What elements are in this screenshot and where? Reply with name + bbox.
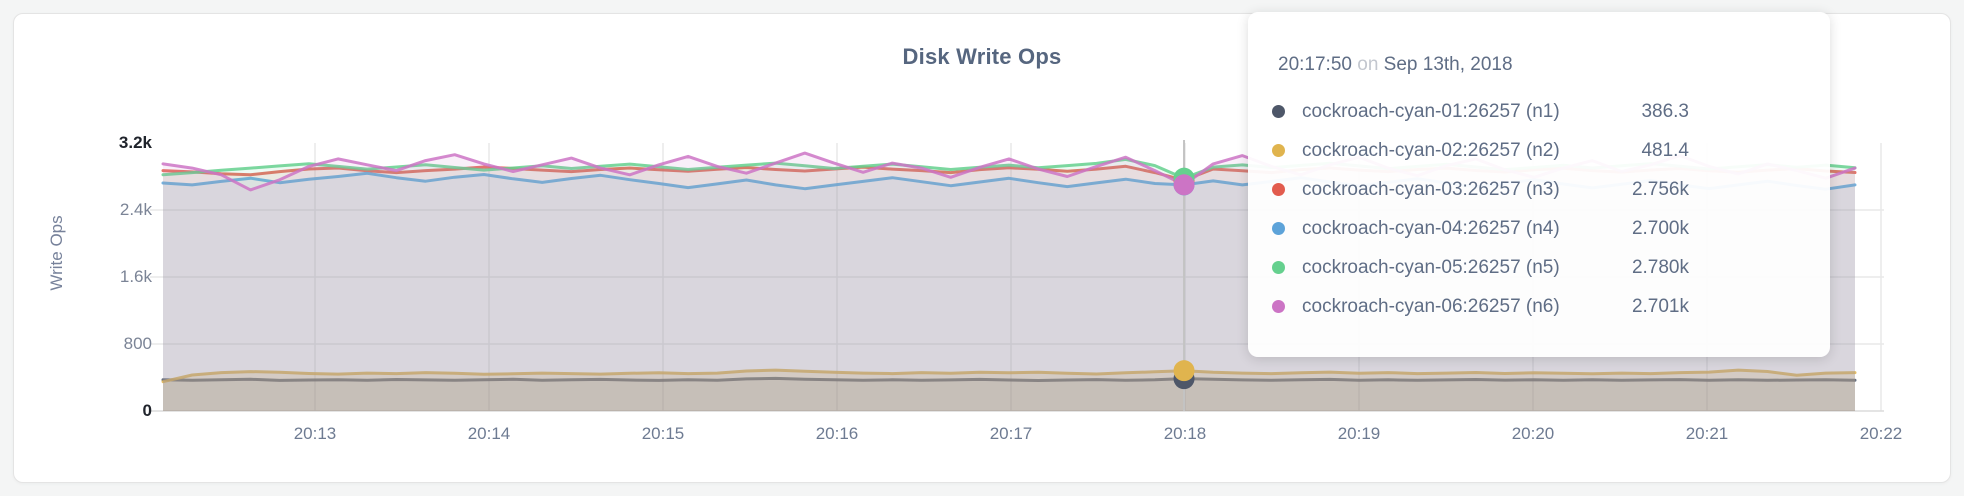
y-tick-label: 800	[123, 334, 152, 353]
y-tick-label: 1.6k	[119, 267, 152, 286]
tooltip-rows: cockroach-cyan-01:26257 (n1) 386.3 cockroa…	[1248, 92, 1830, 326]
series-color-dot	[1272, 261, 1285, 274]
tooltip-row: cockroach-cyan-04:26257 (n4) 2.700k	[1248, 209, 1830, 248]
x-tick-label: 20:14	[467, 424, 511, 443]
tooltip-series-value: 2.701k	[1631, 295, 1689, 317]
tooltip-series-name: cockroach-cyan-04:26257 (n4)	[1302, 217, 1560, 239]
series-color-dot	[1272, 222, 1285, 235]
series-line-n2	[161, 368, 1857, 384]
x-tick-label: 20:16	[815, 424, 859, 443]
x-tick-label: 20:18	[1163, 424, 1207, 443]
series-color-dot	[1272, 183, 1285, 196]
tooltip-series-value: 386.3	[1641, 100, 1689, 122]
tooltip-series-name: cockroach-cyan-03:26257 (n3)	[1302, 178, 1560, 200]
x-tick-label: 20:19	[1337, 424, 1381, 443]
x-tick-label: 20:17	[989, 424, 1033, 443]
series-line-n1	[161, 376, 1857, 382]
tooltip-row: cockroach-cyan-05:26257 (n5) 2.780k	[1248, 248, 1830, 287]
tooltip-series-value: 2.756k	[1631, 178, 1689, 200]
x-tick-label: 20:13	[293, 424, 337, 443]
y-tick-label: 2.4k	[119, 200, 152, 219]
series-area-n2	[163, 370, 1855, 411]
hover-dot-n2	[1173, 360, 1195, 382]
tooltip-row: cockroach-cyan-03:26257 (n3) 2.756k	[1248, 170, 1830, 209]
y-tick-label: 0	[142, 401, 152, 420]
series-color-dot	[1272, 300, 1285, 313]
tooltip-series-value: 2.780k	[1631, 256, 1689, 278]
tooltip-series-name: cockroach-cyan-01:26257 (n1)	[1302, 100, 1560, 122]
tooltip-series-name: cockroach-cyan-02:26257 (n2)	[1302, 139, 1560, 161]
tooltip-conjunction: on	[1357, 54, 1379, 75]
tooltip-series-value: 2.700k	[1631, 217, 1689, 239]
x-tick-label: 20:20	[1511, 424, 1555, 443]
hover-tooltip: 20:17:50 on Sep 13th, 2018 cockroach-cya…	[1248, 12, 1830, 357]
tooltip-time: 20:17:50	[1278, 54, 1352, 75]
series-area-n1	[163, 378, 1855, 411]
tooltip-series-value: 481.4	[1641, 139, 1689, 161]
tooltip-row: cockroach-cyan-01:26257 (n1) 386.3	[1248, 92, 1830, 131]
series-color-dot	[1272, 144, 1285, 157]
tooltip-row: cockroach-cyan-02:26257 (n2) 481.4	[1248, 131, 1830, 170]
tooltip-series-name: cockroach-cyan-06:26257 (n6)	[1302, 295, 1560, 317]
x-tick-label: 20:22	[1859, 424, 1903, 443]
x-tick-label: 20:21	[1685, 424, 1729, 443]
hover-dot-n6	[1173, 174, 1195, 196]
tooltip-date: Sep 13th, 2018	[1383, 54, 1513, 75]
tooltip-header: 20:17:50 on Sep 13th, 2018	[1248, 54, 1830, 76]
x-tick-label: 20:15	[641, 424, 685, 443]
y-tick-label: 3.2k	[118, 133, 152, 152]
tooltip-series-name: cockroach-cyan-05:26257 (n5)	[1302, 256, 1560, 278]
series-color-dot	[1272, 105, 1285, 118]
tooltip-row: cockroach-cyan-06:26257 (n6) 2.701k	[1248, 287, 1830, 326]
chart-title: Disk Write Ops	[902, 44, 1062, 69]
